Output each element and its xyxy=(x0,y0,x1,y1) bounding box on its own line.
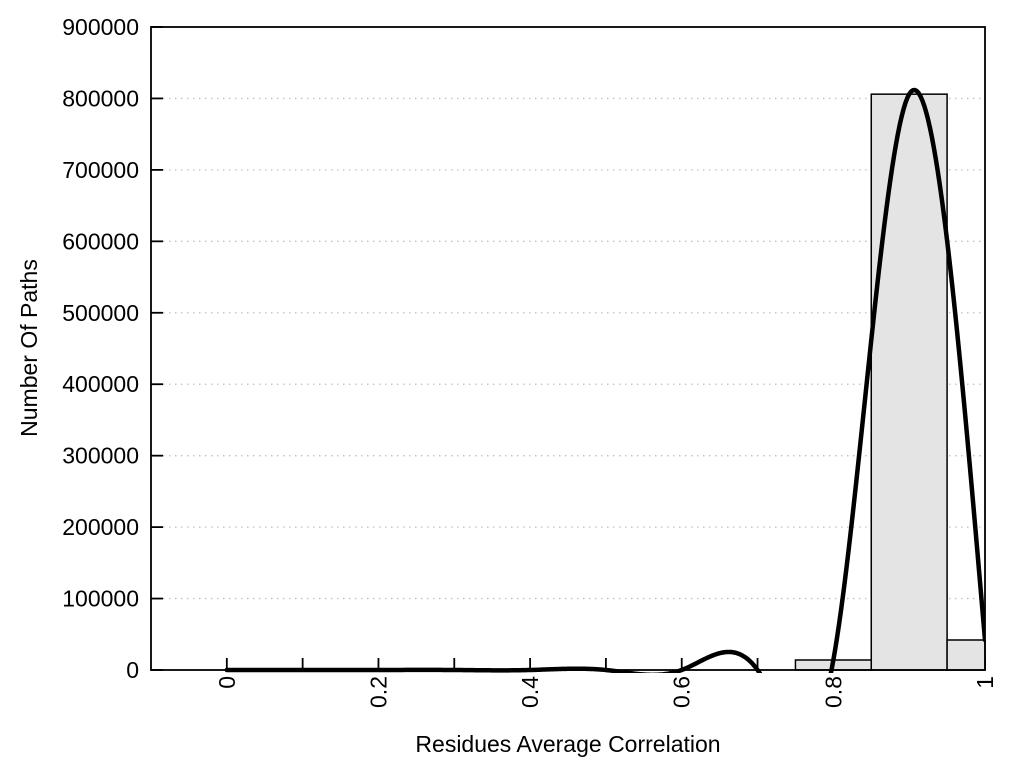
y-tick-label: 300000 xyxy=(62,443,139,469)
x-tick-labels: 0 0.2 0.4 0.6 0.8 1 xyxy=(214,676,998,708)
x-tick-label: 0.2 xyxy=(365,676,391,708)
axis-ticks xyxy=(151,26,986,671)
histogram-bars xyxy=(794,93,986,671)
x-tick-label: 0.4 xyxy=(517,676,543,708)
y-tick-label: 500000 xyxy=(62,300,139,326)
x-tick-label: 0 xyxy=(214,676,240,689)
x-axis-label: Residues Average Correlation xyxy=(415,731,720,757)
y-axis-label: Number Of Paths xyxy=(16,259,42,437)
y-tick-labels: 0 100000 200000 300000 400000 500000 600000 700… xyxy=(62,14,139,683)
histogram-bar xyxy=(870,93,948,671)
gridlines xyxy=(151,97,985,600)
y-tick-label: 200000 xyxy=(62,514,139,540)
y-tick-label: 0 xyxy=(126,657,139,683)
x-tick-label: 1 xyxy=(972,676,998,689)
y-tick-label: 600000 xyxy=(62,228,139,254)
y-tick-label: 700000 xyxy=(62,157,139,183)
y-tick-label: 400000 xyxy=(62,371,139,397)
plot-border xyxy=(150,26,986,671)
y-tick-label: 900000 xyxy=(62,14,139,40)
histogram-bar xyxy=(946,639,986,671)
y-tick-label: 800000 xyxy=(62,85,139,111)
x-tick-label: 0.6 xyxy=(669,676,695,708)
x-tick-label: 0.8 xyxy=(820,676,846,708)
y-tick-label: 100000 xyxy=(62,586,139,612)
